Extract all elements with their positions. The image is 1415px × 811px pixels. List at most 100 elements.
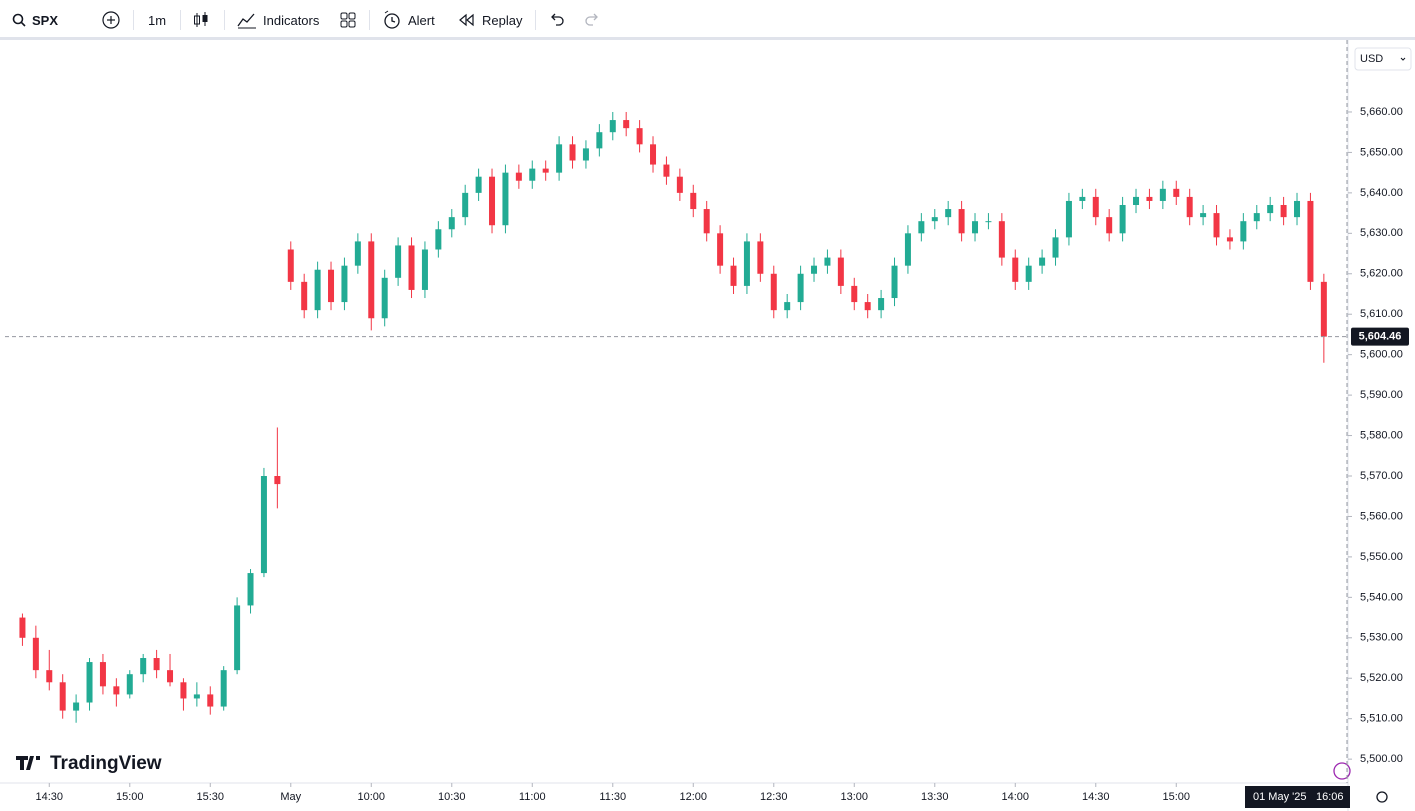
x-tick-label: 10:00 <box>358 791 386 803</box>
candle-body <box>878 298 885 311</box>
candle-body <box>569 144 576 161</box>
candle-body <box>891 265 898 299</box>
layouts[interactable] <box>339 0 357 40</box>
candle-body <box>958 209 965 234</box>
candle-body <box>945 209 952 218</box>
y-tick-label: 5,500.00 <box>1360 753 1403 765</box>
candle-body <box>985 221 992 223</box>
y-tick-label: 5,550.00 <box>1360 551 1403 563</box>
search-icon <box>12 13 26 27</box>
candle-body <box>757 241 764 274</box>
candle-body <box>743 241 750 286</box>
chart-type[interactable] <box>193 0 209 40</box>
x-tick-label: 13:30 <box>921 791 949 803</box>
candle-body <box>19 617 26 638</box>
candle-body <box>1186 196 1193 218</box>
candle-body <box>180 682 187 699</box>
y-tick-label: 5,590.00 <box>1360 389 1403 401</box>
replay[interactable]: Replay <box>458 0 522 40</box>
y-tick-label: 5,510.00 <box>1360 713 1403 725</box>
candle-body <box>1226 237 1233 242</box>
candle-body <box>113 686 120 695</box>
candle-body <box>421 249 428 290</box>
candle-body <box>1267 205 1274 214</box>
toolbar: SPX 1m Indicators Alert Replay <box>0 0 1415 40</box>
candle-body <box>328 269 335 303</box>
candle-body <box>46 670 53 683</box>
candle-body <box>140 658 147 675</box>
candle-body <box>301 281 308 311</box>
candle-body <box>690 192 697 210</box>
candle-body <box>636 128 643 145</box>
settings-icon[interactable] <box>1376 791 1388 803</box>
x-tick-label: 14:00 <box>1002 791 1030 803</box>
y-tick-label: 5,620.00 <box>1360 268 1403 280</box>
candle-body <box>234 605 241 671</box>
redo-icon <box>585 13 598 26</box>
candle-body <box>837 257 844 286</box>
chart: USD TradingView 5,500.00 5,510.00 5,520.00… <box>0 40 1415 811</box>
candle-body <box>1280 205 1287 218</box>
candle-body <box>770 273 777 311</box>
symbol: SPX <box>32 12 59 28</box>
y-tick-label: 5,610.00 <box>1360 308 1403 320</box>
y-tick-label: 5,520.00 <box>1360 672 1403 684</box>
candle-body <box>381 277 388 319</box>
y-tick-label: 5,650.00 <box>1360 146 1403 158</box>
replay-icon <box>459 13 474 27</box>
candle-body <box>542 168 549 173</box>
candle-body <box>86 662 93 703</box>
candle-body <box>462 192 469 218</box>
candle-body <box>582 148 589 161</box>
candle-body <box>153 658 160 671</box>
candle-body <box>663 164 670 177</box>
interval[interactable]: 1m <box>148 0 166 40</box>
currency: USD <box>1360 53 1383 65</box>
candle-body <box>1065 200 1072 238</box>
y-tick-label: 5,630.00 <box>1360 227 1403 239</box>
candle-body <box>623 120 630 129</box>
candle-body <box>314 269 321 311</box>
candle-body <box>1052 237 1059 258</box>
candle-body <box>1012 257 1019 282</box>
plus-icon <box>102 11 120 29</box>
candle-body <box>408 245 415 290</box>
candle-body <box>126 674 133 695</box>
candle-body <box>368 241 375 319</box>
candle-body <box>475 176 482 193</box>
x-tick-label: 14:30 <box>1082 791 1110 803</box>
candles-icon <box>194 12 208 27</box>
lightning-icon[interactable] <box>1333 762 1351 780</box>
redo[interactable] <box>584 0 600 40</box>
alert[interactable]: Alert <box>382 0 435 40</box>
candle-body <box>851 285 858 303</box>
indicators[interactable]: Indicators <box>237 0 319 40</box>
symbol-search[interactable]: SPX <box>12 0 58 40</box>
candle-body <box>676 176 683 193</box>
logo: TradingView <box>16 753 162 774</box>
candle-body <box>596 132 603 149</box>
candle-body <box>1119 205 1126 234</box>
y-tick-label: 5,600.00 <box>1360 349 1403 361</box>
currency-button[interactable] <box>1354 47 1412 71</box>
candle-body <box>193 694 200 699</box>
candle-body <box>1200 213 1207 218</box>
undo[interactable] <box>549 0 565 40</box>
x-tick-label: May <box>280 791 301 803</box>
candles <box>19 111 1327 723</box>
candle-body <box>556 144 563 173</box>
candle-body <box>1173 188 1180 197</box>
candle-body <box>1213 213 1220 238</box>
candle-body <box>448 217 455 230</box>
candle-body <box>1025 265 1032 282</box>
candle-body <box>717 233 724 266</box>
candle-body <box>1133 196 1140 206</box>
candle-body <box>435 229 442 250</box>
add-symbol[interactable] <box>102 0 120 40</box>
indicators-label: Indicators <box>263 12 320 28</box>
candle-body <box>515 172 522 181</box>
candle-body <box>287 249 294 282</box>
crosshair-time: 16:06 <box>1316 791 1344 803</box>
interval-label: 1m <box>148 12 167 28</box>
y-tick-label: 5,580.00 <box>1360 429 1403 441</box>
